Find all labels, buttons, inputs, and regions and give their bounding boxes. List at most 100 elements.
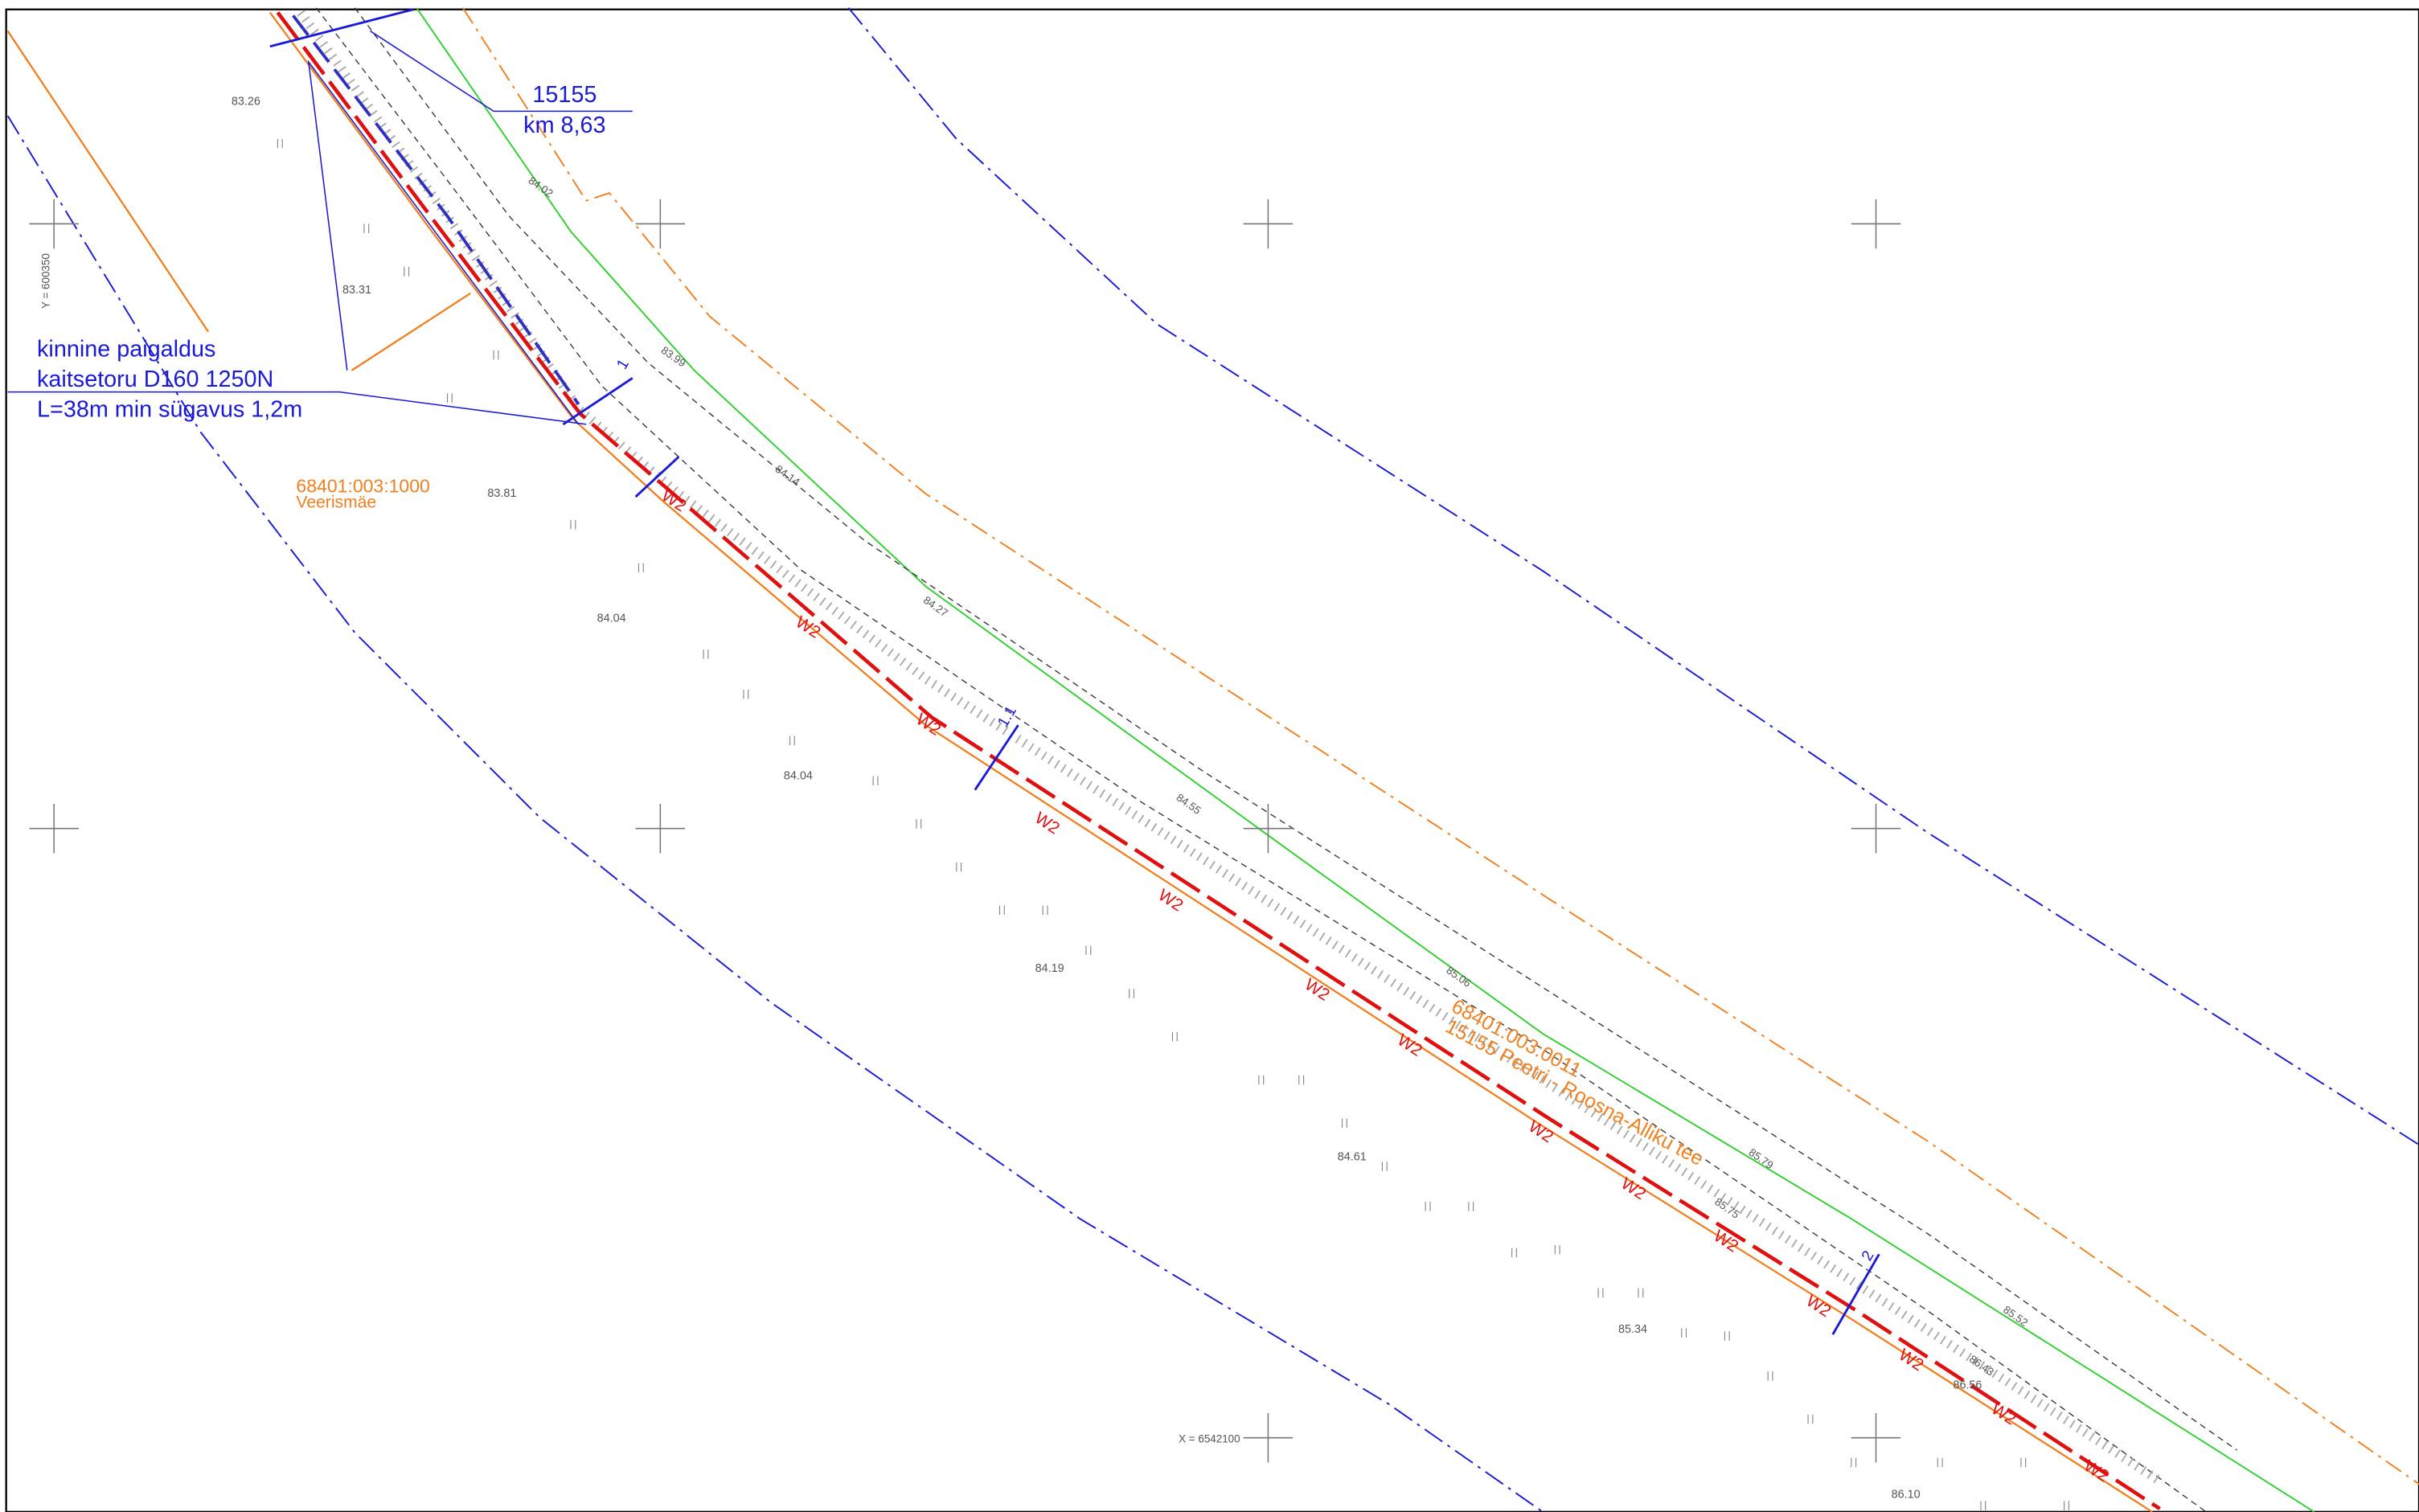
parcel-line bbox=[6, 30, 210, 333]
elevation: 86.10 bbox=[1892, 1489, 1921, 1502]
boundary-line bbox=[6, 115, 1544, 1512]
elevation: 84.61 bbox=[1338, 1150, 1367, 1163]
grass-mark bbox=[1298, 1075, 1305, 1085]
grass-mark bbox=[404, 267, 410, 277]
grass-mark bbox=[1767, 1371, 1773, 1381]
grass-mark bbox=[1597, 1288, 1604, 1298]
grid-cross bbox=[29, 803, 79, 854]
section-line bbox=[562, 377, 633, 426]
station-km: km 8,63 bbox=[523, 113, 605, 138]
elevation: 83.81 bbox=[487, 487, 516, 500]
leader bbox=[370, 30, 633, 113]
grass-mark bbox=[1425, 1202, 1431, 1211]
coordinate: X = 6542100 bbox=[1179, 1432, 1240, 1444]
grass-mark bbox=[1807, 1414, 1814, 1424]
leader bbox=[307, 59, 580, 425]
pipe-label: W2 bbox=[1394, 1031, 1425, 1060]
grid-cross bbox=[635, 199, 686, 249]
grass-mark bbox=[363, 223, 370, 233]
grass-mark bbox=[1085, 945, 1092, 956]
road-elevation: 85.06 bbox=[1444, 964, 1473, 990]
grass-mark bbox=[493, 350, 499, 360]
grass-mark bbox=[1724, 1331, 1730, 1341]
road-line bbox=[354, 7, 2237, 1451]
elevation: 83.31 bbox=[342, 284, 371, 297]
crossing-note: kaitsetoru D160 1250N bbox=[37, 367, 273, 392]
grass-mark bbox=[916, 819, 922, 829]
parcel-id: 68401:003:1000 bbox=[296, 475, 429, 496]
pipe-label: W2 bbox=[1031, 809, 1063, 838]
road-elevation: 85.52 bbox=[2001, 1304, 2030, 1330]
grid-cross bbox=[1243, 803, 1294, 854]
pipe bbox=[276, 11, 2161, 1510]
elevation: 83.26 bbox=[232, 96, 260, 109]
grid-cross bbox=[635, 803, 686, 854]
grass-mark bbox=[1468, 1202, 1474, 1211]
grass-mark bbox=[1937, 1457, 1943, 1468]
grass-mark bbox=[1638, 1288, 1644, 1298]
grass-mark bbox=[2020, 1457, 2027, 1468]
grass-mark bbox=[1129, 989, 1135, 998]
road-elevation: 84.27 bbox=[921, 594, 950, 620]
coordinate: Y = 600350 bbox=[39, 253, 51, 309]
boundary-line bbox=[847, 7, 2419, 1145]
road-line bbox=[315, 7, 2207, 1512]
grass-mark bbox=[2064, 1501, 2069, 1510]
parcel-boundary bbox=[461, 7, 2419, 1485]
grass-mark bbox=[789, 736, 795, 746]
grass-mark bbox=[446, 393, 453, 404]
grid-cross bbox=[1243, 199, 1294, 249]
section-line bbox=[974, 724, 1019, 791]
road-elevation: 84.02 bbox=[527, 174, 556, 200]
pipe-label: W2 bbox=[1155, 886, 1187, 916]
pipe-label: W2 bbox=[1302, 975, 1333, 1005]
elevation: 84.04 bbox=[597, 613, 626, 625]
grass-mark bbox=[1042, 905, 1048, 916]
grass-mark bbox=[872, 776, 879, 785]
road-elevation: 85.79 bbox=[1747, 1146, 1776, 1172]
section-line bbox=[634, 456, 680, 498]
grass-mark bbox=[638, 563, 644, 573]
grid-cross bbox=[1851, 803, 1901, 854]
grass-mark bbox=[1851, 1457, 1857, 1468]
elevation: 84.19 bbox=[1035, 962, 1064, 975]
leader bbox=[7, 391, 587, 425]
grass-mark bbox=[703, 649, 709, 659]
road-shoulder bbox=[297, 10, 2163, 1485]
grass-mark bbox=[1554, 1244, 1560, 1255]
pipe-label: W2 bbox=[1710, 1227, 1741, 1256]
grass-mark bbox=[1980, 1501, 1986, 1510]
parcel-line bbox=[351, 292, 471, 371]
section-line bbox=[269, 8, 414, 48]
pipe-edge bbox=[269, 11, 2153, 1512]
grass-mark bbox=[1341, 1118, 1347, 1128]
labels: 15155 km 8,63 kinnine paigaldus kaitsetoru … bbox=[29, 82, 2112, 1510]
grass-mark bbox=[1381, 1162, 1388, 1171]
grass-mark bbox=[1511, 1248, 1517, 1258]
frame bbox=[5, 8, 2419, 1512]
crossing-note: kinnine paigaldus bbox=[37, 336, 215, 362]
road-elevation: 85.75 bbox=[1712, 1195, 1741, 1221]
casing-pipe bbox=[292, 14, 580, 406]
parcel-name: Veerismäe bbox=[296, 494, 376, 512]
pipe-label: W2 bbox=[658, 486, 690, 516]
elevation: 86.56 bbox=[1953, 1379, 1982, 1391]
grass-mark bbox=[1681, 1328, 1687, 1338]
grass-mark bbox=[998, 905, 1005, 916]
pipe-label: W2 bbox=[793, 613, 824, 642]
grass-mark bbox=[570, 519, 576, 530]
grass-mark bbox=[1258, 1075, 1265, 1085]
elevation: 84.04 bbox=[784, 769, 813, 782]
grid-cross bbox=[29, 199, 79, 249]
grid-cross bbox=[1243, 1412, 1294, 1463]
grass-mark bbox=[1171, 1032, 1178, 1042]
road-elevation: 84.55 bbox=[1175, 791, 1203, 817]
section-line bbox=[1831, 1253, 1880, 1335]
grass-mark bbox=[277, 138, 283, 149]
elevation: 85.34 bbox=[1618, 1323, 1647, 1336]
grass-mark bbox=[956, 862, 962, 872]
grid-cross bbox=[1851, 199, 1901, 249]
crossing-note: L=38m min sügavus 1,2m bbox=[37, 396, 302, 422]
station-number: 15155 bbox=[532, 82, 597, 108]
